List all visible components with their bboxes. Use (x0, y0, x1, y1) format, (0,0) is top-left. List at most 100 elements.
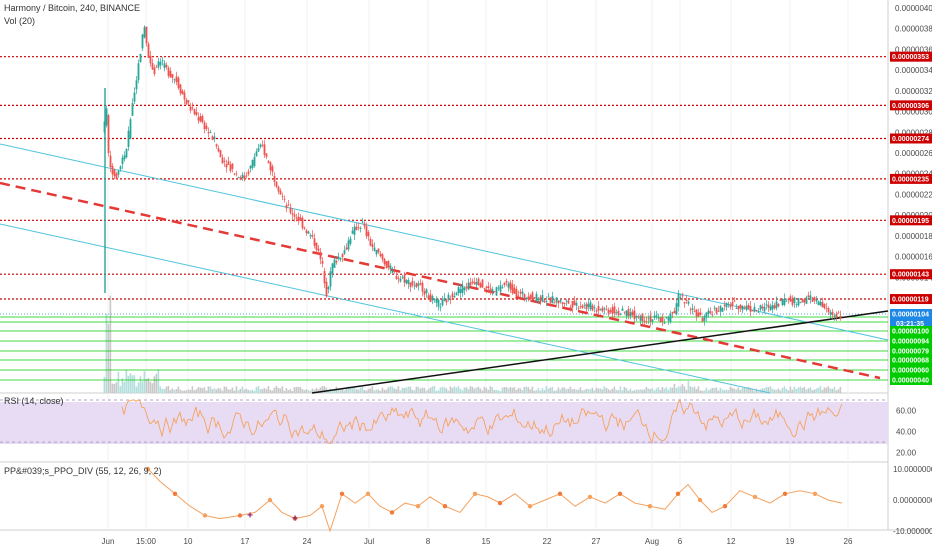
volume-bar (143, 371, 146, 393)
candle-body (639, 315, 642, 321)
candle-body (135, 80, 138, 90)
support-tag-label: 0.00000079 (892, 349, 929, 356)
candle-body (221, 157, 224, 164)
candle-body (353, 226, 356, 235)
volume-bar (535, 389, 538, 393)
volume-bar (323, 386, 326, 393)
volume-bar (417, 386, 420, 393)
volume-bar (155, 373, 158, 393)
candle-body (811, 299, 814, 302)
candle-body (241, 174, 244, 179)
volume-bar (215, 389, 218, 393)
volume-bar (839, 386, 842, 393)
candle-body (559, 300, 562, 302)
volume-bar (641, 389, 644, 393)
volume-bar (635, 389, 638, 393)
volume-bar (815, 388, 818, 393)
volume-bar (501, 387, 504, 393)
volume-bar (279, 388, 282, 393)
main-pane[interactable] (0, 0, 888, 393)
volume-bar (781, 387, 784, 393)
rsi-tick-label: 40.00 (896, 428, 917, 437)
volume-bar (529, 389, 532, 393)
candle-body (785, 300, 788, 302)
resistance-tag-label: 0.00000306 (892, 103, 929, 110)
candle-body (625, 310, 628, 317)
volume-bar (645, 387, 648, 393)
volume-bar (355, 389, 358, 393)
candle-body (791, 299, 794, 305)
candle-body (601, 307, 604, 312)
candle-body (661, 317, 664, 322)
cross-marker: + (292, 514, 298, 525)
candle-body (205, 125, 208, 129)
candle-body (615, 312, 618, 313)
candle-body (505, 281, 508, 283)
time-tick-label: 6 (678, 537, 683, 546)
candle-body (289, 207, 292, 213)
volume-bar (697, 386, 700, 393)
candle-body (595, 310, 598, 312)
resistance-tag (890, 100, 932, 111)
candle-body (493, 291, 496, 293)
volume-bar (395, 389, 398, 393)
candle-body (369, 238, 372, 246)
candle-body (767, 304, 770, 308)
candle-body (339, 258, 342, 260)
candle-body (611, 307, 614, 314)
candle-body (291, 213, 294, 215)
volume-bar (391, 386, 394, 393)
volume-bar (775, 389, 778, 393)
volume-bar (115, 382, 118, 393)
ppo-divergence-dot (145, 466, 151, 472)
volume-bar (191, 386, 194, 393)
candle-body (719, 306, 722, 312)
candle-body (215, 144, 218, 147)
volume-bar (105, 313, 108, 393)
candle-body (131, 103, 134, 116)
volume-bar (133, 375, 136, 393)
time-tick-label: 15:00 (136, 537, 157, 546)
volume-bar (187, 389, 190, 393)
rsi-pane[interactable]: 60.00 40.00 20.00 (0, 398, 917, 458)
volume-bar (699, 390, 702, 393)
volume-bar (833, 387, 836, 393)
candle-body (663, 322, 666, 324)
volume-bar (665, 387, 668, 393)
volume-bar (313, 389, 316, 393)
volume-bar (211, 389, 214, 393)
volume-bar (725, 389, 728, 393)
candle-body (543, 300, 546, 303)
candle-body (655, 315, 658, 317)
resistance-tag (890, 269, 932, 280)
volume-bar (289, 389, 292, 393)
candle-body (547, 296, 550, 298)
candle-body (299, 217, 302, 221)
volume-bar (647, 388, 650, 393)
candle-body (149, 55, 152, 64)
volume-bar (281, 386, 284, 393)
candle-body (781, 299, 784, 306)
volume-bar (415, 386, 418, 393)
candle-body (495, 287, 498, 296)
ppo-divergence-dot (202, 513, 208, 518)
ppo-pane[interactable]: 10.00000000 0.00000000 -10.00000000 + + (145, 465, 932, 536)
candle-body (405, 279, 408, 284)
candle-body (245, 175, 248, 177)
candle-body (721, 308, 724, 312)
time-tick-label: Jul (364, 537, 374, 546)
volume-bar (221, 390, 224, 393)
chart-title: Harmony / Bitcoin, 240, BINANCE (4, 3, 140, 13)
candle-body (579, 306, 582, 307)
volume-bar (723, 390, 726, 393)
time-tick-label: Aug (645, 537, 659, 546)
candle-body (371, 244, 374, 248)
volume-bar (675, 387, 678, 393)
volume-bar (721, 389, 724, 393)
volume-bar (129, 373, 132, 393)
